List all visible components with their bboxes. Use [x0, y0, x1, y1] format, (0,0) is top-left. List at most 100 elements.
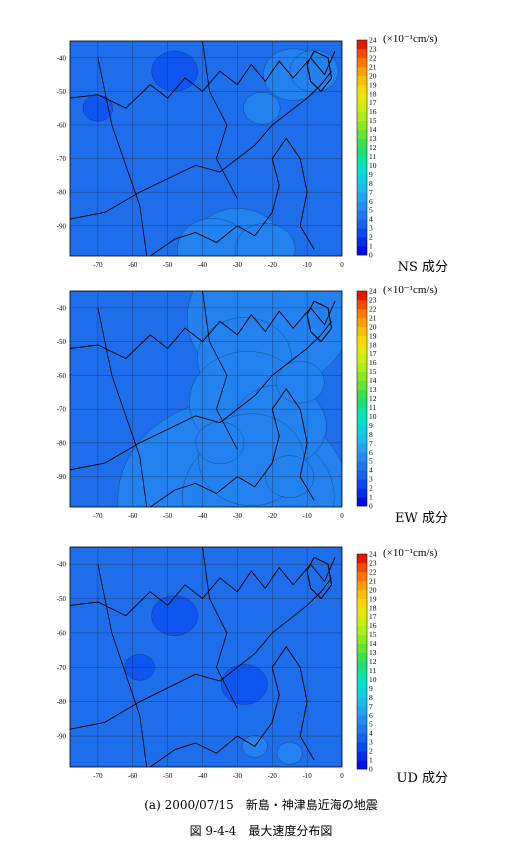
coast-detail — [306, 50, 333, 93]
y-tick-label: -50 — [57, 595, 67, 603]
plot-frame — [69, 546, 343, 768]
y-tick-label: -70 — [57, 406, 67, 414]
colorbar-band — [357, 335, 367, 346]
colorbar: 0123456789101112131415161718192021222324… — [356, 33, 438, 260]
colorbar-band — [357, 697, 367, 707]
colorbar-tick-label: 15 — [369, 630, 377, 639]
colorbar-tick-label: 7 — [369, 702, 373, 711]
boundary-line — [97, 564, 148, 767]
colorbar-band — [357, 219, 367, 229]
x-tick-label: 0 — [340, 261, 344, 269]
colorbar-tick-label: 0 — [369, 251, 373, 260]
colorbar-band — [357, 228, 367, 238]
colorbar-band — [357, 652, 367, 662]
colorbar-band — [357, 643, 367, 653]
x-tick-label: -30 — [233, 772, 243, 780]
component-label: NS 成分 — [398, 260, 448, 275]
colorbar-tick-label: 12 — [369, 143, 377, 152]
colorbar-band — [357, 102, 367, 112]
x-tick-label: -60 — [128, 512, 138, 520]
x-tick-label: 0 — [340, 772, 344, 780]
colorbar-tick-label: 13 — [369, 648, 377, 657]
colorbar-tick-label: 10 — [369, 675, 377, 684]
colorbar-frame — [356, 290, 368, 507]
y-tick-label: -60 — [57, 629, 67, 637]
colorbar-tick-label: 22 — [369, 567, 377, 576]
colorbar-band — [357, 488, 367, 498]
colorbar-tick-label: 11 — [369, 666, 376, 675]
colorbar-band — [357, 371, 367, 381]
x-tick-label: -10 — [302, 772, 312, 780]
colorbar-band — [357, 317, 367, 328]
colorbar-tick-label: 21 — [369, 62, 377, 71]
contour-9-5 — [275, 360, 325, 404]
colorbar-tick-label: 3 — [369, 475, 373, 484]
colorbar-tick-label: 4 — [369, 215, 373, 224]
colorbar-band — [357, 742, 367, 752]
x-tick-label: 0 — [340, 512, 344, 520]
colorbar-tick-label: 6 — [369, 448, 373, 457]
colorbar-tick-label: 14 — [369, 376, 377, 385]
y-tick-label: -60 — [57, 121, 67, 129]
x-tick-label: -20 — [268, 512, 278, 520]
colorbar-tick-label: 13 — [369, 385, 377, 394]
colorbar-band — [357, 210, 367, 220]
colorbar-band — [357, 147, 367, 157]
colorbar-band — [357, 40, 367, 50]
x-tick-label: -40 — [198, 772, 208, 780]
plot-frame — [69, 290, 343, 508]
colorbar-band — [357, 156, 367, 166]
colorbar-band — [357, 443, 367, 453]
colorbar-tick-label: 3 — [369, 738, 373, 747]
peninsula-outline — [149, 645, 315, 767]
colorbar-tick-label: 17 — [369, 98, 377, 107]
colorbar-tick-label: 4 — [369, 729, 373, 738]
colorbar-tick-label: 12 — [369, 657, 377, 666]
unit-label: (×10⁻¹cm/s) — [383, 33, 438, 45]
x-tick-label: -40 — [198, 512, 208, 520]
y-tick-label: -70 — [57, 664, 67, 672]
boundary-line — [97, 307, 148, 507]
colorbar-tick-label: 6 — [369, 197, 373, 206]
colorbar-tick-label: 15 — [369, 367, 377, 376]
colorbar-tick-label: 8 — [369, 430, 373, 439]
colorbar-tick-label: 13 — [369, 134, 377, 143]
x-tick-label: -60 — [128, 261, 138, 269]
x-tick-label: -30 — [233, 261, 243, 269]
colorbar-tick-label: 17 — [369, 349, 377, 358]
contour-3-5 — [235, 223, 296, 256]
colorbar-band — [357, 571, 367, 582]
x-tick-label: -50 — [163, 772, 173, 780]
colorbar-tick-label: 3 — [369, 224, 373, 233]
colorbar-band — [357, 625, 367, 635]
colorbar-tick-label: 22 — [369, 53, 377, 62]
colorbar: 0123456789101112131415161718192021222324… — [356, 284, 438, 511]
y-tick-label: -90 — [57, 733, 67, 741]
colorbar-tick-label: 2 — [369, 484, 373, 493]
colorbar-tick-label: 17 — [369, 612, 377, 621]
y-tick-label: -50 — [57, 88, 67, 96]
colorbar-tick-label: 11 — [369, 403, 376, 412]
colorbar-tick-label: 1 — [369, 493, 373, 502]
colorbar-band — [357, 407, 367, 417]
colorbar-tick-label: 19 — [369, 594, 377, 603]
colorbar-band — [357, 237, 367, 247]
colorbar-tick-label: 14 — [369, 639, 377, 648]
x-tick-label: -20 — [268, 261, 278, 269]
colorbar-tick-label: 5 — [369, 206, 373, 215]
colorbar-band — [357, 670, 367, 680]
colorbar-band — [357, 751, 367, 761]
coast-detail — [306, 556, 333, 600]
boundary-line — [202, 41, 238, 200]
velocity-field — [70, 547, 342, 767]
y-tick-label: -90 — [57, 473, 67, 481]
colorbar-band — [357, 580, 367, 591]
colorbar: 0123456789101112131415161718192021222324… — [356, 547, 438, 774]
colorbar-band — [357, 299, 367, 310]
coastline — [70, 70, 332, 220]
colorbar-tick-label: 19 — [369, 80, 377, 89]
colorbar-band — [357, 308, 367, 319]
colorbar-tick-label: 9 — [369, 421, 373, 430]
y-tick-label: -50 — [57, 338, 67, 346]
colorbar-band — [357, 353, 367, 363]
